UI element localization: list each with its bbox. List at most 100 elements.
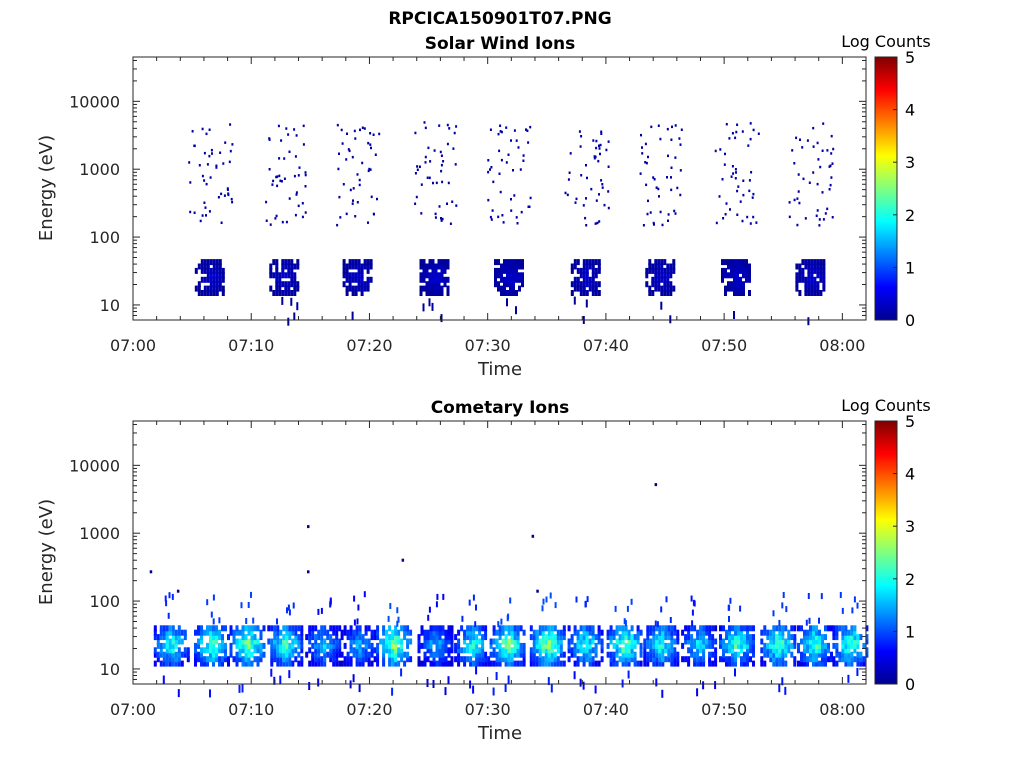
heatmap-cell [582,259,586,266]
heatmap-cell [296,281,300,288]
scatter-point [731,132,734,135]
heatmap-cell [293,281,297,288]
heatmap-cell [441,642,445,649]
heatmap-cell [275,276,279,283]
scatter-point [641,152,644,155]
heatmap-cell [403,629,407,636]
heatmap-cell [562,634,566,641]
heatmap-cell [429,651,433,658]
scatter-point [574,201,577,204]
heatmap-cell [235,629,239,636]
scatter-point [224,141,227,144]
heatmap-cell [542,598,545,605]
heatmap-cell [529,634,533,641]
heatmap-cell [320,642,324,649]
scatter-point [367,221,369,224]
heatmap-cell [356,618,359,625]
heatmap-cell [731,656,734,663]
heatmap-cell [186,651,190,658]
heatmap-cell [775,634,779,641]
heatmap-cell [435,625,439,632]
heatmap-cell [724,290,727,296]
heatmap-cell [624,642,628,649]
scatter-point [304,211,307,214]
heatmap-cell [652,651,656,658]
heatmap-cell [426,647,430,654]
heatmap-cell [559,634,563,641]
heatmap-cell [521,281,524,288]
heatmap-cell [702,634,706,641]
heatmap-cell [652,625,656,632]
heatmap-cell [253,642,257,649]
heatmap-cell [742,267,745,274]
heatmap-cell [275,285,279,292]
heatmap-cell [229,651,233,658]
heatmap-cell [466,647,470,654]
heatmap-cell [481,625,485,632]
heatmap-cell [541,656,545,663]
heatmap-cell [585,634,589,641]
heatmap-cell [484,656,488,663]
heatmap-cell [397,660,401,667]
heatmap-cell [503,285,506,292]
heatmap-cell [742,272,745,279]
heatmap-cell [218,276,222,283]
heatmap-cell [382,625,386,632]
heatmap-cell [579,656,583,663]
heatmap-cell [795,263,799,270]
heatmap-cell [673,656,677,663]
heatmap-cell [609,656,613,663]
scatter-point [595,146,598,150]
heatmap-cell [654,285,658,292]
heatmap-cell [521,263,524,270]
heatmap-cell [772,642,776,649]
heatmap-cell [351,276,355,283]
heatmap-cell [279,629,283,636]
heatmap-cell [550,625,554,632]
scatter-point [793,198,796,202]
heatmap-cell [197,625,200,632]
heatmap-cell [400,647,404,654]
scatter-point [522,154,525,157]
heatmap-cell [591,625,595,632]
heatmap-cell [752,638,755,645]
heatmap-cell [865,634,869,641]
heatmap-cell [244,651,248,658]
heatmap-cell [285,638,289,645]
heatmap-cell [270,651,274,658]
heatmap-cell [450,660,454,667]
heatmap-cell [510,638,514,645]
heatmap-cell [484,651,488,658]
scatter-point [268,138,271,141]
heatmap-cell [504,634,508,641]
scatter-point [812,171,815,174]
heatmap-cell [429,638,433,645]
heatmap-cell [567,647,571,654]
heatmap-cell [553,642,557,649]
heatmap-cell [291,638,295,645]
scatter-point [447,181,450,185]
heatmap-cell [317,651,321,658]
heatmap-cell [218,647,221,654]
heatmap-cell [397,634,401,641]
heatmap-cell [443,267,447,274]
heatmap-cell [859,656,863,663]
heatmap-cell [224,656,227,663]
scatter-point [640,133,642,137]
heatmap-cell [624,660,628,667]
scatter-point [652,221,655,225]
heatmap-cell [311,625,315,632]
heatmap-cell [661,656,665,663]
heatmap-cell [585,259,589,266]
scatter-point [231,200,234,204]
heatmap-cell [294,647,298,654]
heatmap-cell [343,656,347,663]
heatmap-cell [200,634,203,641]
heatmap-cell [684,625,688,632]
scatter-point [440,154,443,157]
heatmap-cell [597,660,601,667]
heatmap-cell [588,625,592,632]
heatmap-cell [162,642,166,649]
heatmap-cell [444,656,448,663]
heatmap-cell [862,642,866,649]
